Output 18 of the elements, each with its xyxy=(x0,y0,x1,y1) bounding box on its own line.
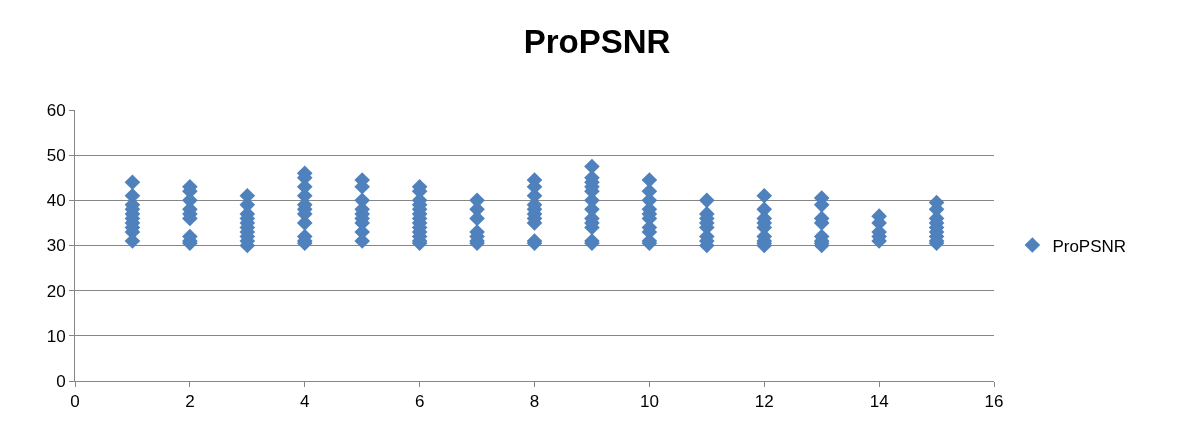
x-tick-label: 8 xyxy=(529,392,540,412)
y-tick-label: 40 xyxy=(46,191,66,211)
x-tick-label: 6 xyxy=(414,392,425,412)
x-tick-label: 10 xyxy=(639,392,659,412)
y-tick-label: 60 xyxy=(46,100,66,120)
legend-label: ProPSNR xyxy=(1052,236,1127,256)
x-tick-label: 0 xyxy=(70,392,80,412)
x-tick-label: 2 xyxy=(185,392,195,412)
y-tick-label: 10 xyxy=(46,326,66,346)
x-tick-label: 12 xyxy=(754,392,774,412)
x-tick-label: 14 xyxy=(869,392,889,412)
y-tick-label: 50 xyxy=(46,146,66,166)
y-tick-label: 30 xyxy=(46,236,66,256)
chart-title: ProPSNR xyxy=(523,22,671,60)
y-tick-label: 0 xyxy=(56,371,66,391)
y-tick-label: 20 xyxy=(46,281,66,301)
x-tick-label: 4 xyxy=(300,392,310,412)
x-tick-label: 16 xyxy=(984,392,1004,412)
